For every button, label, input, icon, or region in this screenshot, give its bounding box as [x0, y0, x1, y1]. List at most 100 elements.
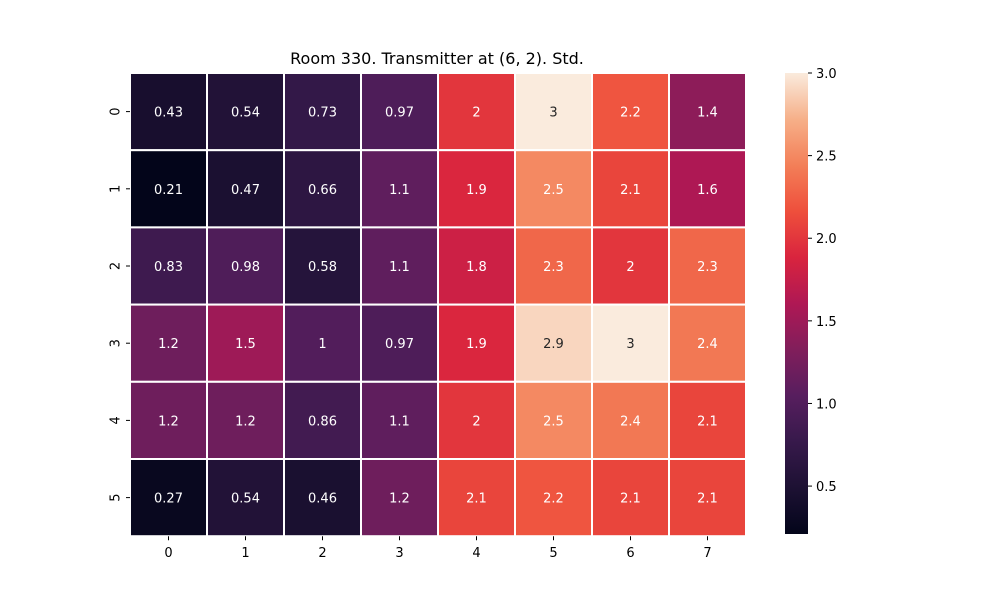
heatmap-cell [591, 226, 670, 306]
heatmap-cell [668, 458, 747, 538]
heatmap-cell [283, 303, 362, 383]
cell-annotation: 0.43 [154, 106, 183, 121]
heatmap-cell [668, 149, 747, 229]
heatmap-cell [591, 458, 670, 538]
x-tick-label: 1 [241, 546, 249, 561]
colorbar-tick-label: 2.0 [816, 232, 837, 247]
heatmap-cell [206, 72, 285, 152]
cell-annotation: 1.2 [158, 414, 179, 429]
cell-annotation: 1.1 [389, 260, 410, 275]
heatmap-cell [437, 380, 516, 460]
heatmap-cell [206, 149, 285, 229]
heatmap-cell [591, 303, 670, 383]
cell-annotation: 3 [626, 337, 634, 352]
cell-annotation: 2 [626, 260, 634, 275]
heatmap-cell [360, 226, 439, 306]
cell-annotation: 0.21 [154, 183, 183, 198]
heatmap-cell [668, 380, 747, 460]
cell-annotation: 0.47 [231, 183, 260, 198]
chart-title: Room 330. Transmitter at (6, 2). Std. [290, 49, 584, 68]
cell-annotation: 2.1 [466, 492, 487, 507]
x-tick-label: 7 [703, 546, 711, 561]
colorbar-tick-label: 2.5 [816, 150, 837, 165]
cell-annotation: 0.27 [154, 492, 183, 507]
colorbar-gradient [785, 73, 808, 534]
x-tick-label: 0 [164, 546, 172, 561]
y-tick-label: 5 [109, 493, 124, 501]
heatmap-cell [437, 226, 516, 306]
y-tick-label: 1 [109, 185, 124, 193]
colorbar-tick-label: 1.0 [816, 397, 837, 412]
x-tick-label: 2 [318, 546, 326, 561]
cell-annotation: 2 [472, 106, 480, 121]
heatmap-cell [514, 226, 593, 306]
colorbar-tick-label: 3.0 [816, 67, 837, 82]
cell-annotation: 0.73 [308, 106, 337, 121]
cell-annotation: 0.83 [154, 260, 183, 275]
cell-annotation: 2.2 [543, 492, 564, 507]
cell-annotation: 2.3 [543, 260, 564, 275]
cell-annotation: 0.54 [231, 106, 260, 121]
cell-annotation: 2.1 [697, 414, 718, 429]
y-tick-label: 4 [109, 416, 124, 424]
cell-annotation: 2.1 [620, 492, 641, 507]
heatmap-cell [514, 458, 593, 538]
y-tick-label: 0 [109, 107, 124, 115]
x-axis: 0 1 2 3 4 5 6 7 [164, 536, 712, 561]
heatmap-cell [514, 72, 593, 152]
heatmap-cell [360, 149, 439, 229]
cell-annotation: 2.3 [697, 260, 718, 275]
cell-annotation: 2.4 [620, 414, 641, 429]
cell-annotation: 0.97 [385, 106, 414, 121]
heatmap-cell [360, 303, 439, 383]
heatmap-cell [668, 226, 747, 306]
cell-annotation: 0.86 [308, 414, 337, 429]
y-tick-label: 3 [109, 339, 124, 347]
cell-annotation: 1.2 [235, 414, 256, 429]
cell-annotation: 2.1 [620, 183, 641, 198]
heatmap-cell [437, 303, 516, 383]
colorbar-tick-label: 0.5 [816, 480, 837, 495]
cell-annotation: 0.97 [385, 337, 414, 352]
y-axis: 0 1 2 3 4 5 [109, 107, 130, 502]
x-tick-label: 5 [549, 546, 557, 561]
x-tick-label: 4 [472, 546, 480, 561]
cell-annotation: 1.2 [389, 492, 410, 507]
colorbar: 0.5 1.0 1.5 2.0 2.5 3.0 [785, 67, 837, 534]
colorbar-tick-label: 1.5 [816, 315, 837, 330]
heatmap-cell [437, 458, 516, 538]
cell-annotation: 1.9 [466, 337, 487, 352]
heatmap-cell [360, 380, 439, 460]
cell-annotation: 2 [472, 414, 480, 429]
cell-annotation: 0.98 [231, 260, 260, 275]
cell-annotation: 1 [318, 337, 326, 352]
cell-annotation: 2.4 [697, 337, 718, 352]
cell-annotation: 1.6 [697, 183, 718, 198]
cell-annotation: 0.46 [308, 492, 337, 507]
heatmap-cell [283, 226, 362, 306]
cell-annotation: 2.1 [697, 492, 718, 507]
cell-annotation: 1.4 [697, 106, 718, 121]
cell-annotation: 0.58 [308, 260, 337, 275]
x-tick-label: 3 [395, 546, 403, 561]
cell-annotation: 1.1 [389, 414, 410, 429]
heatmap-cell [668, 72, 747, 152]
cell-annotation: 0.66 [308, 183, 337, 198]
y-tick-label: 2 [109, 262, 124, 270]
cell-annotation: 1.2 [158, 337, 179, 352]
cell-annotation: 1.5 [235, 337, 256, 352]
cell-annotation: 2.5 [543, 183, 564, 198]
cell-annotation: 1.9 [466, 183, 487, 198]
cell-annotation: 2.9 [543, 337, 564, 352]
cell-annotation: 2.2 [620, 106, 641, 121]
x-tick-label: 6 [626, 546, 634, 561]
heatmap-cell [514, 149, 593, 229]
cell-annotation: 1.8 [466, 260, 487, 275]
heatmap-cell [206, 226, 285, 306]
cell-annotation: 3 [549, 106, 557, 121]
heatmap-cell [206, 458, 285, 538]
cell-annotation: 1.1 [389, 183, 410, 198]
cell-annotation: 2.5 [543, 414, 564, 429]
